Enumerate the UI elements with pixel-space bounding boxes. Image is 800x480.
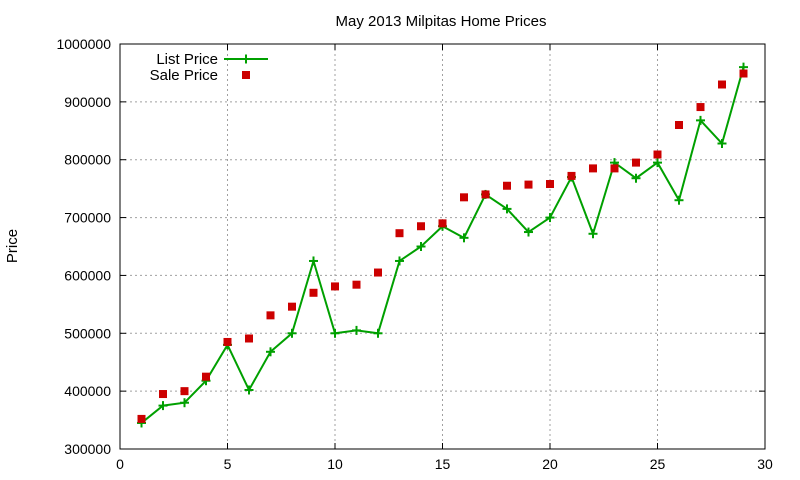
y-tick-label: 800000 [64,152,111,168]
sale-price-point [159,390,167,399]
list-price-point [502,204,512,214]
y-tick-label: 300000 [64,441,111,457]
sale-price-point [417,222,425,231]
x-tick-label: 15 [435,456,451,472]
sale-price-point [567,171,576,180]
list-price-point [330,328,340,338]
y-tick-label: 500000 [64,325,111,341]
list-price-point [416,242,426,251]
list-price-point [696,115,705,125]
sale-price-point [460,193,468,202]
y-tick-label: 400000 [64,383,111,399]
list-price-point [352,325,361,335]
y-axis-label: Price [4,229,21,263]
sale-price-point [610,164,619,173]
sale-price-point [589,164,597,173]
sale-price-point [632,158,640,167]
list-price-point [395,256,404,266]
list-price-point [631,173,641,183]
sale-price-point [395,229,404,238]
x-tick-label: 0 [116,456,124,472]
list-price-point [717,139,727,149]
sale-price-point [223,337,232,346]
list-price-point [588,229,598,239]
x-tick-label: 10 [327,456,343,472]
sale-price-point [374,268,382,277]
list-price-point [244,385,254,395]
sale-price-point [481,190,490,199]
sale-price-point [696,103,705,112]
sale-price-point [288,302,296,311]
y-tick-label: 700000 [64,210,111,226]
sale-price-point [546,180,554,189]
sale-price-point [352,280,361,289]
series-1 [137,69,748,423]
sale-price-point [137,414,146,423]
axes: 0 5 10 15 20 25 30 300000 400000 500000 600000 7000… [56,36,773,472]
list-price-point [266,347,275,357]
sale-price-point [739,69,748,78]
x-tick-label: 20 [542,456,558,472]
sale-price-point [266,311,275,320]
sale-price-point [524,180,533,189]
legend-marker [241,54,251,64]
chart-title: May 2013 Milpitas Home Prices [336,13,547,30]
x-tick-label: 5 [224,456,232,472]
sale-price-point [245,334,253,343]
sale-price-point [718,80,726,89]
x-tick-label: 30 [757,456,773,472]
list-price-point [674,195,684,205]
sale-price-point [438,219,447,228]
series [137,62,748,428]
legend-label: List Price [156,51,218,68]
grid [120,44,765,449]
sale-price-point [503,181,511,190]
sale-price-point [309,288,318,297]
list-price-point [287,328,297,338]
legend-marker [242,71,250,79]
y-tick-label: 1000000 [56,36,111,52]
sale-price-point [653,150,662,159]
plot-frame [119,43,766,450]
sale-price-point [675,121,683,129]
sale-price-point [331,282,339,291]
list-price-point [158,401,168,411]
list-price-point [180,398,189,408]
sale-price-point [202,372,210,381]
list-price-point [309,256,318,266]
x-tick-label: 25 [650,456,666,472]
list-price-point [524,227,533,237]
list-price-point [653,158,662,168]
legend-label: Sale Price [150,67,218,84]
list-price-point [459,233,469,243]
sale-price-point [180,387,189,396]
list-price-point [545,213,555,223]
y-tick-label: 600000 [64,267,111,283]
y-tick-label: 900000 [64,94,111,110]
list-price-point [373,328,383,338]
